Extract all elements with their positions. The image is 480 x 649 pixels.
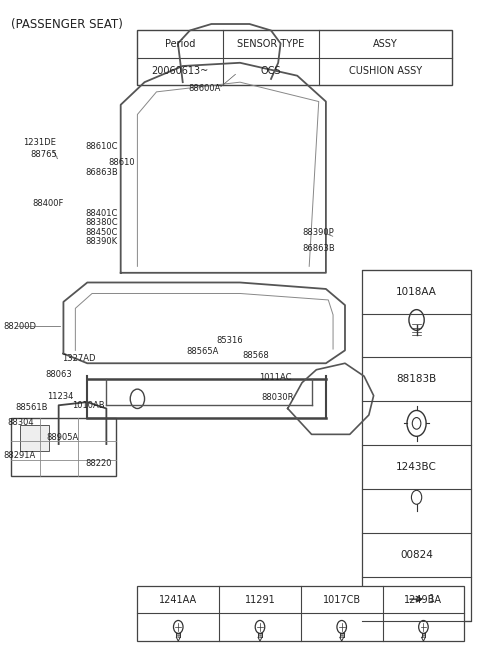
Text: 88600A: 88600A: [189, 84, 221, 93]
Text: 1231DE: 1231DE: [23, 138, 56, 147]
Text: 88183B: 88183B: [396, 374, 437, 384]
Text: (PASSENGER SEAT): (PASSENGER SEAT): [11, 18, 123, 31]
Text: 88765: 88765: [30, 150, 57, 159]
Text: 88291A: 88291A: [4, 450, 36, 459]
Text: 88400F: 88400F: [33, 199, 64, 208]
FancyBboxPatch shape: [11, 418, 116, 476]
Text: 1017CB: 1017CB: [323, 594, 361, 605]
FancyBboxPatch shape: [362, 269, 471, 621]
Text: 88220: 88220: [85, 459, 111, 468]
Text: /: /: [51, 151, 61, 160]
Text: 1249BA: 1249BA: [405, 594, 443, 605]
Text: 86863B: 86863B: [85, 168, 118, 177]
Text: 88380C: 88380C: [85, 218, 118, 227]
Text: 1011AC: 1011AC: [259, 373, 291, 382]
Text: 00824: 00824: [400, 550, 433, 560]
Text: 88610: 88610: [109, 158, 135, 167]
Text: 1241AA: 1241AA: [159, 594, 197, 605]
FancyBboxPatch shape: [137, 31, 452, 85]
Text: 85316: 85316: [216, 336, 243, 345]
Text: 88905A: 88905A: [47, 433, 79, 442]
FancyBboxPatch shape: [137, 586, 464, 641]
Text: 88030R: 88030R: [262, 393, 294, 402]
Text: 88561B: 88561B: [16, 403, 48, 411]
Text: 88610C: 88610C: [85, 142, 118, 151]
Text: 11291: 11291: [245, 594, 276, 605]
Text: 88401C: 88401C: [85, 209, 117, 218]
Text: 1018AA: 1018AA: [396, 287, 437, 297]
Text: 88304: 88304: [8, 418, 34, 427]
Text: 1: 1: [429, 594, 434, 604]
Text: SENSOR TYPE: SENSOR TYPE: [238, 39, 305, 49]
Text: 88450C: 88450C: [85, 228, 117, 237]
Text: 88565A: 88565A: [187, 347, 219, 356]
Text: 1327AD: 1327AD: [62, 354, 96, 363]
Text: 1010AB: 1010AB: [72, 401, 105, 410]
Text: ASSY: ASSY: [373, 39, 398, 49]
Text: 11234: 11234: [47, 393, 73, 401]
Text: 88063: 88063: [45, 371, 72, 380]
Text: 88200D: 88200D: [4, 322, 37, 331]
Text: 86863B: 86863B: [302, 244, 335, 252]
FancyBboxPatch shape: [21, 424, 49, 450]
Text: 88390P: 88390P: [302, 228, 334, 238]
Text: OCS: OCS: [261, 66, 281, 76]
Text: CUSHION ASSY: CUSHION ASSY: [349, 66, 422, 76]
Text: Period: Period: [165, 39, 195, 49]
Text: 88390K: 88390K: [85, 238, 117, 246]
Text: 20060613~: 20060613~: [152, 66, 209, 76]
Text: 88568: 88568: [242, 351, 269, 360]
Text: 1243BC: 1243BC: [396, 462, 437, 472]
